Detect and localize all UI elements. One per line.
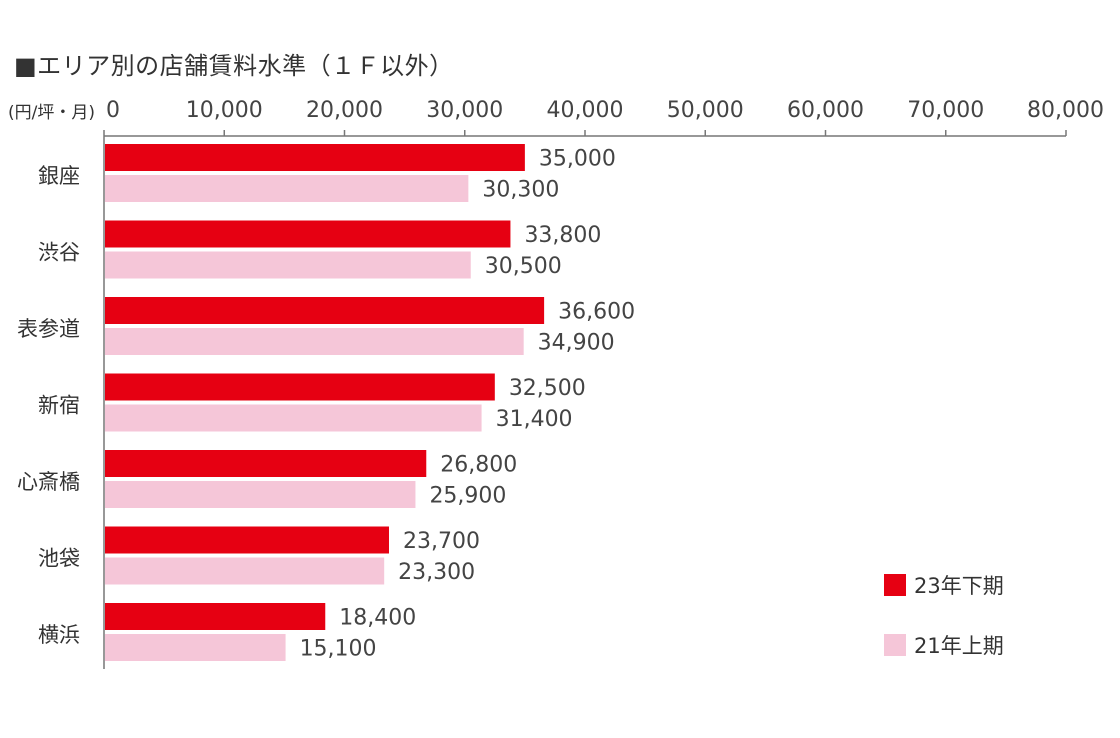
bar-series-2 xyxy=(105,251,471,279)
data-label: 18,400 xyxy=(339,606,416,631)
data-label: 32,500 xyxy=(509,376,586,401)
bar-series-1 xyxy=(105,220,511,248)
category-label: 表参道 xyxy=(17,317,80,341)
bar-series-1 xyxy=(105,297,545,324)
bar-series-1 xyxy=(105,144,525,171)
x-tick-label: 50,000 xyxy=(667,98,744,123)
bars-layer xyxy=(105,144,545,661)
bar-series-2 xyxy=(105,404,482,432)
bar-series-1 xyxy=(105,526,389,554)
x-tick-label: 70,000 xyxy=(907,98,984,123)
x-tick-label: 30,000 xyxy=(426,98,503,123)
data-label: 26,800 xyxy=(440,453,517,478)
category-label: 心斎橋 xyxy=(17,470,80,494)
data-label: 31,400 xyxy=(496,407,573,432)
x-tick-label: 20,000 xyxy=(306,98,383,123)
legend-item-series-1: 23年下期 xyxy=(884,570,1004,600)
bar-series-2 xyxy=(105,328,524,355)
data-label: 30,500 xyxy=(485,254,562,279)
bar-series-2 xyxy=(105,175,469,202)
legend-swatch-series-1 xyxy=(884,574,906,596)
labels-layer: 銀座 35,000 30,300 渋谷 33,800 30,500 表参道 36,600 34,… xyxy=(17,147,635,662)
category-label: 新宿 xyxy=(38,394,80,418)
bar-series-2 xyxy=(105,481,416,508)
unit-label: (円/坪・月) xyxy=(8,103,95,123)
category-label: 池袋 xyxy=(38,547,80,571)
legend-label-series-1: 23年下期 xyxy=(914,574,1004,598)
bar-series-2 xyxy=(105,634,286,661)
data-label: 25,900 xyxy=(429,484,506,509)
chart-title-text: ■エリア別の店舗賃料水準（１Ｆ以外） xyxy=(14,52,454,80)
x-tick-label: 80,000 xyxy=(1027,98,1104,123)
data-label: 15,100 xyxy=(300,637,377,662)
legend-label-series-2: 21年上期 xyxy=(914,634,1004,658)
x-tick-label: 10,000 xyxy=(186,98,263,123)
x-tick-label: 0 xyxy=(106,98,120,123)
bar-series-1 xyxy=(105,450,427,477)
chart-title: ■エリア別の店舗賃料水準（１Ｆ以外） xyxy=(14,46,454,81)
bar-series-1 xyxy=(105,603,326,630)
category-label: 銀座 xyxy=(38,164,80,188)
bar-series-1 xyxy=(105,373,495,401)
legend-swatch-series-2 xyxy=(884,634,906,656)
data-label: 23,300 xyxy=(398,560,475,585)
category-label: 渋谷 xyxy=(38,241,80,265)
data-label: 35,000 xyxy=(539,147,616,172)
data-label: 36,600 xyxy=(558,300,635,325)
data-label: 34,900 xyxy=(538,331,615,356)
x-tick-label: 40,000 xyxy=(547,98,624,123)
category-label: 横浜 xyxy=(38,623,80,647)
axis-layer: 0 10,000 20,000 30,000 40,000 50,000 60,000 70,… xyxy=(103,98,1104,669)
bar-series-2 xyxy=(105,557,385,585)
data-label: 30,300 xyxy=(482,178,559,203)
x-tick-label: 60,000 xyxy=(787,98,864,123)
data-label: 23,700 xyxy=(403,529,480,554)
data-label: 33,800 xyxy=(524,223,601,248)
legend-item-series-2: 21年上期 xyxy=(884,630,1004,660)
